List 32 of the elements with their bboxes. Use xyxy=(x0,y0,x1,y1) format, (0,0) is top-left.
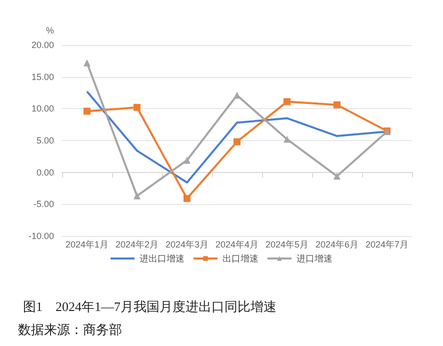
legend-label: 进出口增速 xyxy=(140,254,184,264)
x-tick-label: 2024年5月 xyxy=(265,240,309,250)
point xyxy=(134,192,140,200)
y-tick-label: 15.00 xyxy=(31,72,54,82)
point xyxy=(334,172,340,180)
legend-label: 出口增速 xyxy=(222,254,258,264)
y-tick-label: 10.00 xyxy=(31,104,54,114)
point xyxy=(184,156,190,164)
y-axis-title: % xyxy=(46,26,54,36)
x-tick-label: 2024年1月 xyxy=(65,240,109,250)
x-tick-label: 2024年7月 xyxy=(365,240,409,250)
point xyxy=(134,104,140,111)
x-tick-label: 2024年2月 xyxy=(115,240,159,250)
x-tick-label: 2024年6月 xyxy=(315,240,359,250)
point xyxy=(84,108,90,115)
legend-label: 进口增速 xyxy=(296,254,332,264)
y-tick-label: -5.00 xyxy=(33,199,54,210)
point xyxy=(284,98,290,106)
point xyxy=(234,92,240,99)
y-tick-label: 20.00 xyxy=(31,40,54,50)
source-note: 数据来源：商务部 xyxy=(18,322,122,337)
x-tick-label: 2024年4月 xyxy=(215,240,259,250)
y-tick-label: -10.00 xyxy=(28,231,54,241)
point xyxy=(334,101,340,108)
point xyxy=(84,59,90,66)
y-tick-label: 0.00 xyxy=(36,167,54,178)
point xyxy=(234,138,240,146)
x-tick-label: 2024年3月 xyxy=(165,240,209,250)
point xyxy=(284,136,290,143)
text: 图1 2024年1—7月我国月度进出口同比增速 xyxy=(23,299,276,314)
point xyxy=(184,194,190,202)
y-tick-label: 5.00 xyxy=(36,136,54,146)
